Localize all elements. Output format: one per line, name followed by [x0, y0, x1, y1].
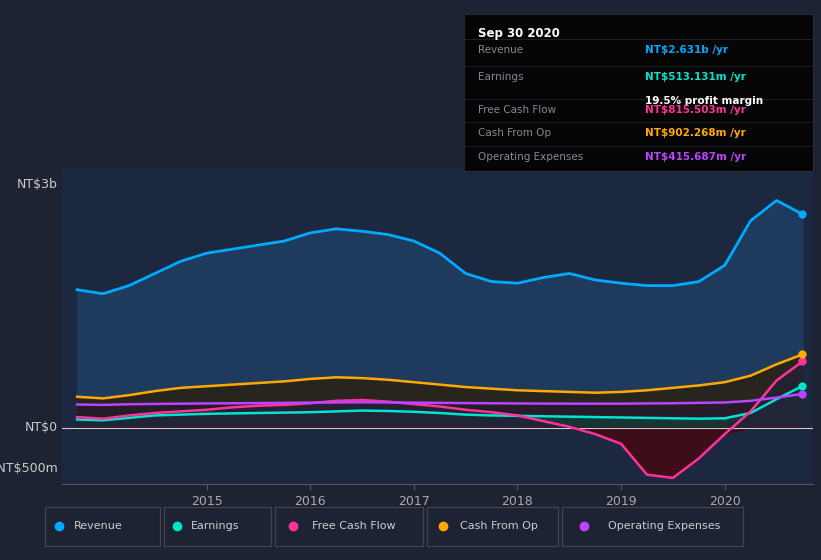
Text: NT$2.631b /yr: NT$2.631b /yr: [645, 45, 728, 55]
Text: Free Cash Flow: Free Cash Flow: [478, 105, 556, 115]
Text: Earnings: Earnings: [191, 521, 240, 531]
Text: NT$415.687m /yr: NT$415.687m /yr: [645, 152, 746, 162]
Text: Revenue: Revenue: [478, 45, 523, 55]
Text: Sep 30 2020: Sep 30 2020: [478, 26, 560, 40]
Text: NT$3b: NT$3b: [17, 178, 57, 191]
Text: Revenue: Revenue: [74, 521, 122, 531]
Text: -NT$500m: -NT$500m: [0, 461, 57, 475]
Text: NT$0: NT$0: [25, 421, 57, 434]
Text: Operating Expenses: Operating Expenses: [608, 521, 720, 531]
Text: Cash From Op: Cash From Op: [460, 521, 538, 531]
Text: NT$902.268m /yr: NT$902.268m /yr: [645, 128, 746, 138]
Text: Cash From Op: Cash From Op: [478, 128, 551, 138]
Text: NT$815.503m /yr: NT$815.503m /yr: [645, 105, 746, 115]
Text: Earnings: Earnings: [478, 72, 523, 82]
Text: Free Cash Flow: Free Cash Flow: [312, 521, 396, 531]
Text: Operating Expenses: Operating Expenses: [478, 152, 583, 162]
Text: NT$513.131m /yr: NT$513.131m /yr: [645, 72, 746, 82]
Text: 19.5% profit margin: 19.5% profit margin: [645, 96, 764, 105]
